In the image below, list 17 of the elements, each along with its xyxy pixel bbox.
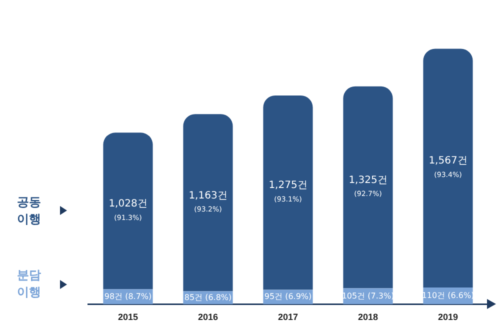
x-tick-label: 2016 [198,312,218,322]
data-label: 85건 (6.8%) [184,292,232,302]
bar [423,48,473,288]
data-label: 95건 (6.9%) [264,292,312,302]
bar [343,86,393,288]
text: 분담 이행 [16,267,42,302]
bar [263,96,313,290]
x-tick-label: 2015 [118,312,138,322]
bar [183,114,233,292]
x-tick-label: 2018 [358,312,378,322]
data-label: 105건 (7.3%) [342,291,394,300]
x-tick-label: 2017 [278,312,298,322]
data-label: 98건 (8.7%) [104,292,152,301]
data-label: 110건 (6.6%) [422,290,474,300]
x-tick-label: 2019 [438,312,458,322]
bar [103,132,153,290]
text: 공동 이행 [16,194,42,228]
